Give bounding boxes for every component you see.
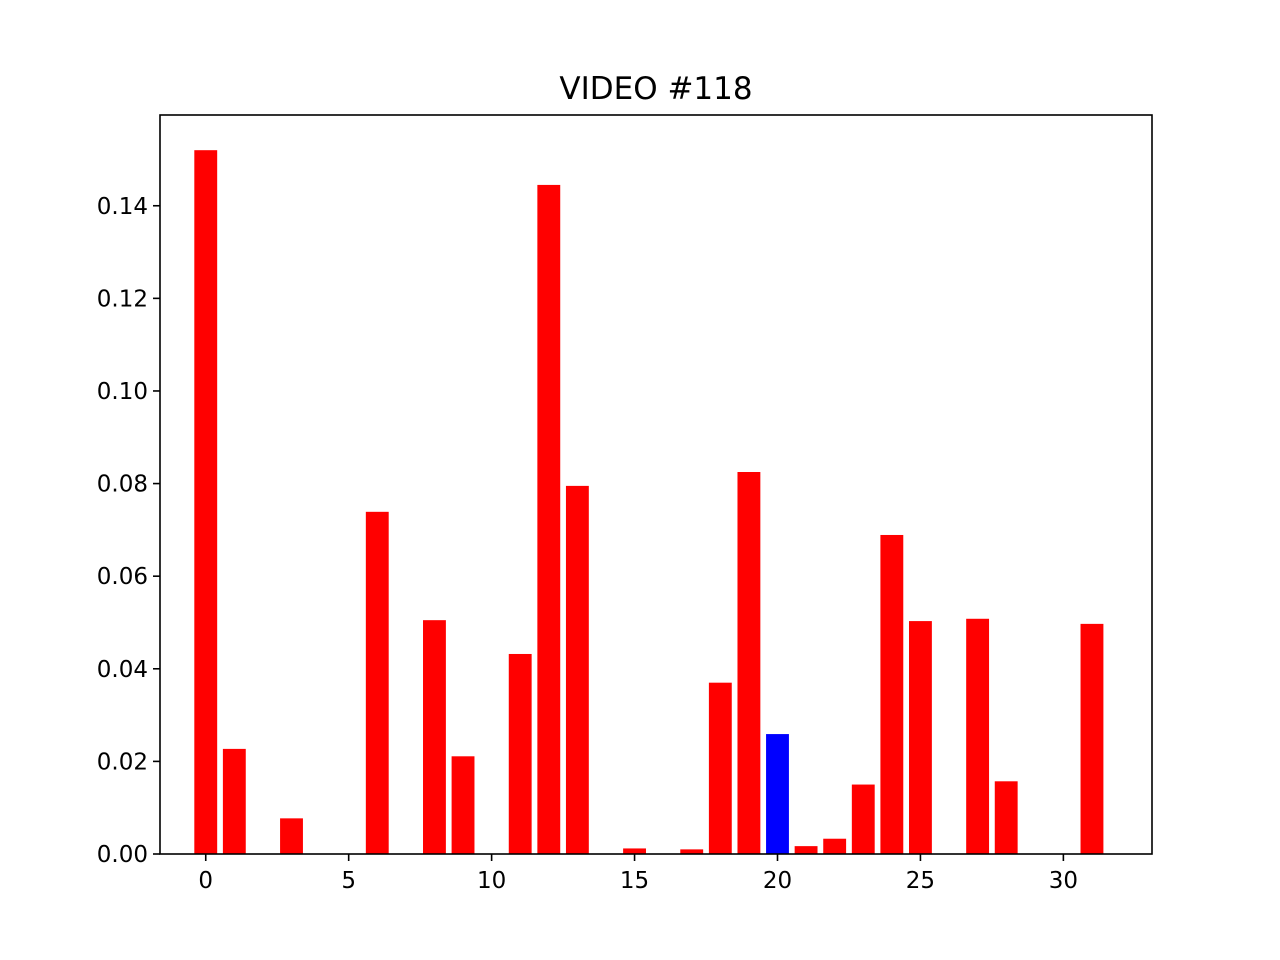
y-tick-label: 0.14 [97,194,148,220]
bar-19 [737,472,761,854]
x-tick-label: 5 [341,868,356,894]
bar-21 [794,846,818,854]
x-tick-label: 10 [477,868,506,894]
bar-22 [823,838,847,854]
chart-title: VIDEO #118 [559,71,752,107]
bar-0 [194,150,218,854]
bar-12 [537,184,561,855]
bar-24 [880,534,904,854]
y-tick-label: 0.12 [97,286,148,312]
bar-13 [565,485,589,854]
bar-18 [708,682,732,854]
plot-area-frame [159,114,1153,855]
y-tick-label: 0.08 [97,472,148,498]
bar-25 [909,621,932,854]
bar-3 [280,818,303,854]
y-tick-label: 0.06 [97,564,148,590]
bar-1 [222,748,246,854]
x-tick-label: 25 [906,868,935,894]
bar-6 [365,511,389,854]
x-tick-label: 30 [1049,868,1078,894]
y-tick-label: 0.04 [97,657,148,683]
y-tick-label: 0.02 [97,749,148,775]
bar-9 [451,756,475,854]
bar-20 [766,734,789,854]
bar-17 [680,849,704,854]
x-tick-label: 0 [198,868,213,894]
x-axis: 0 5 10 15 20 25 30 [198,854,1078,894]
x-tick-label: 20 [763,868,792,894]
bar-8 [423,620,446,854]
y-axis: 0.00 0.02 0.04 0.06 0.08 0.10 0.12 0.14 [97,194,160,868]
y-tick-label: 0.00 [97,842,148,868]
y-tick-label: 0.10 [97,379,148,405]
bars-group [194,150,1104,855]
bar-15 [623,848,646,854]
bar-27 [966,618,990,854]
bar-28 [994,781,1018,854]
x-tick-label: 15 [620,868,649,894]
bar-11 [508,653,532,854]
bar-23 [851,784,875,854]
bar-31 [1080,623,1104,854]
